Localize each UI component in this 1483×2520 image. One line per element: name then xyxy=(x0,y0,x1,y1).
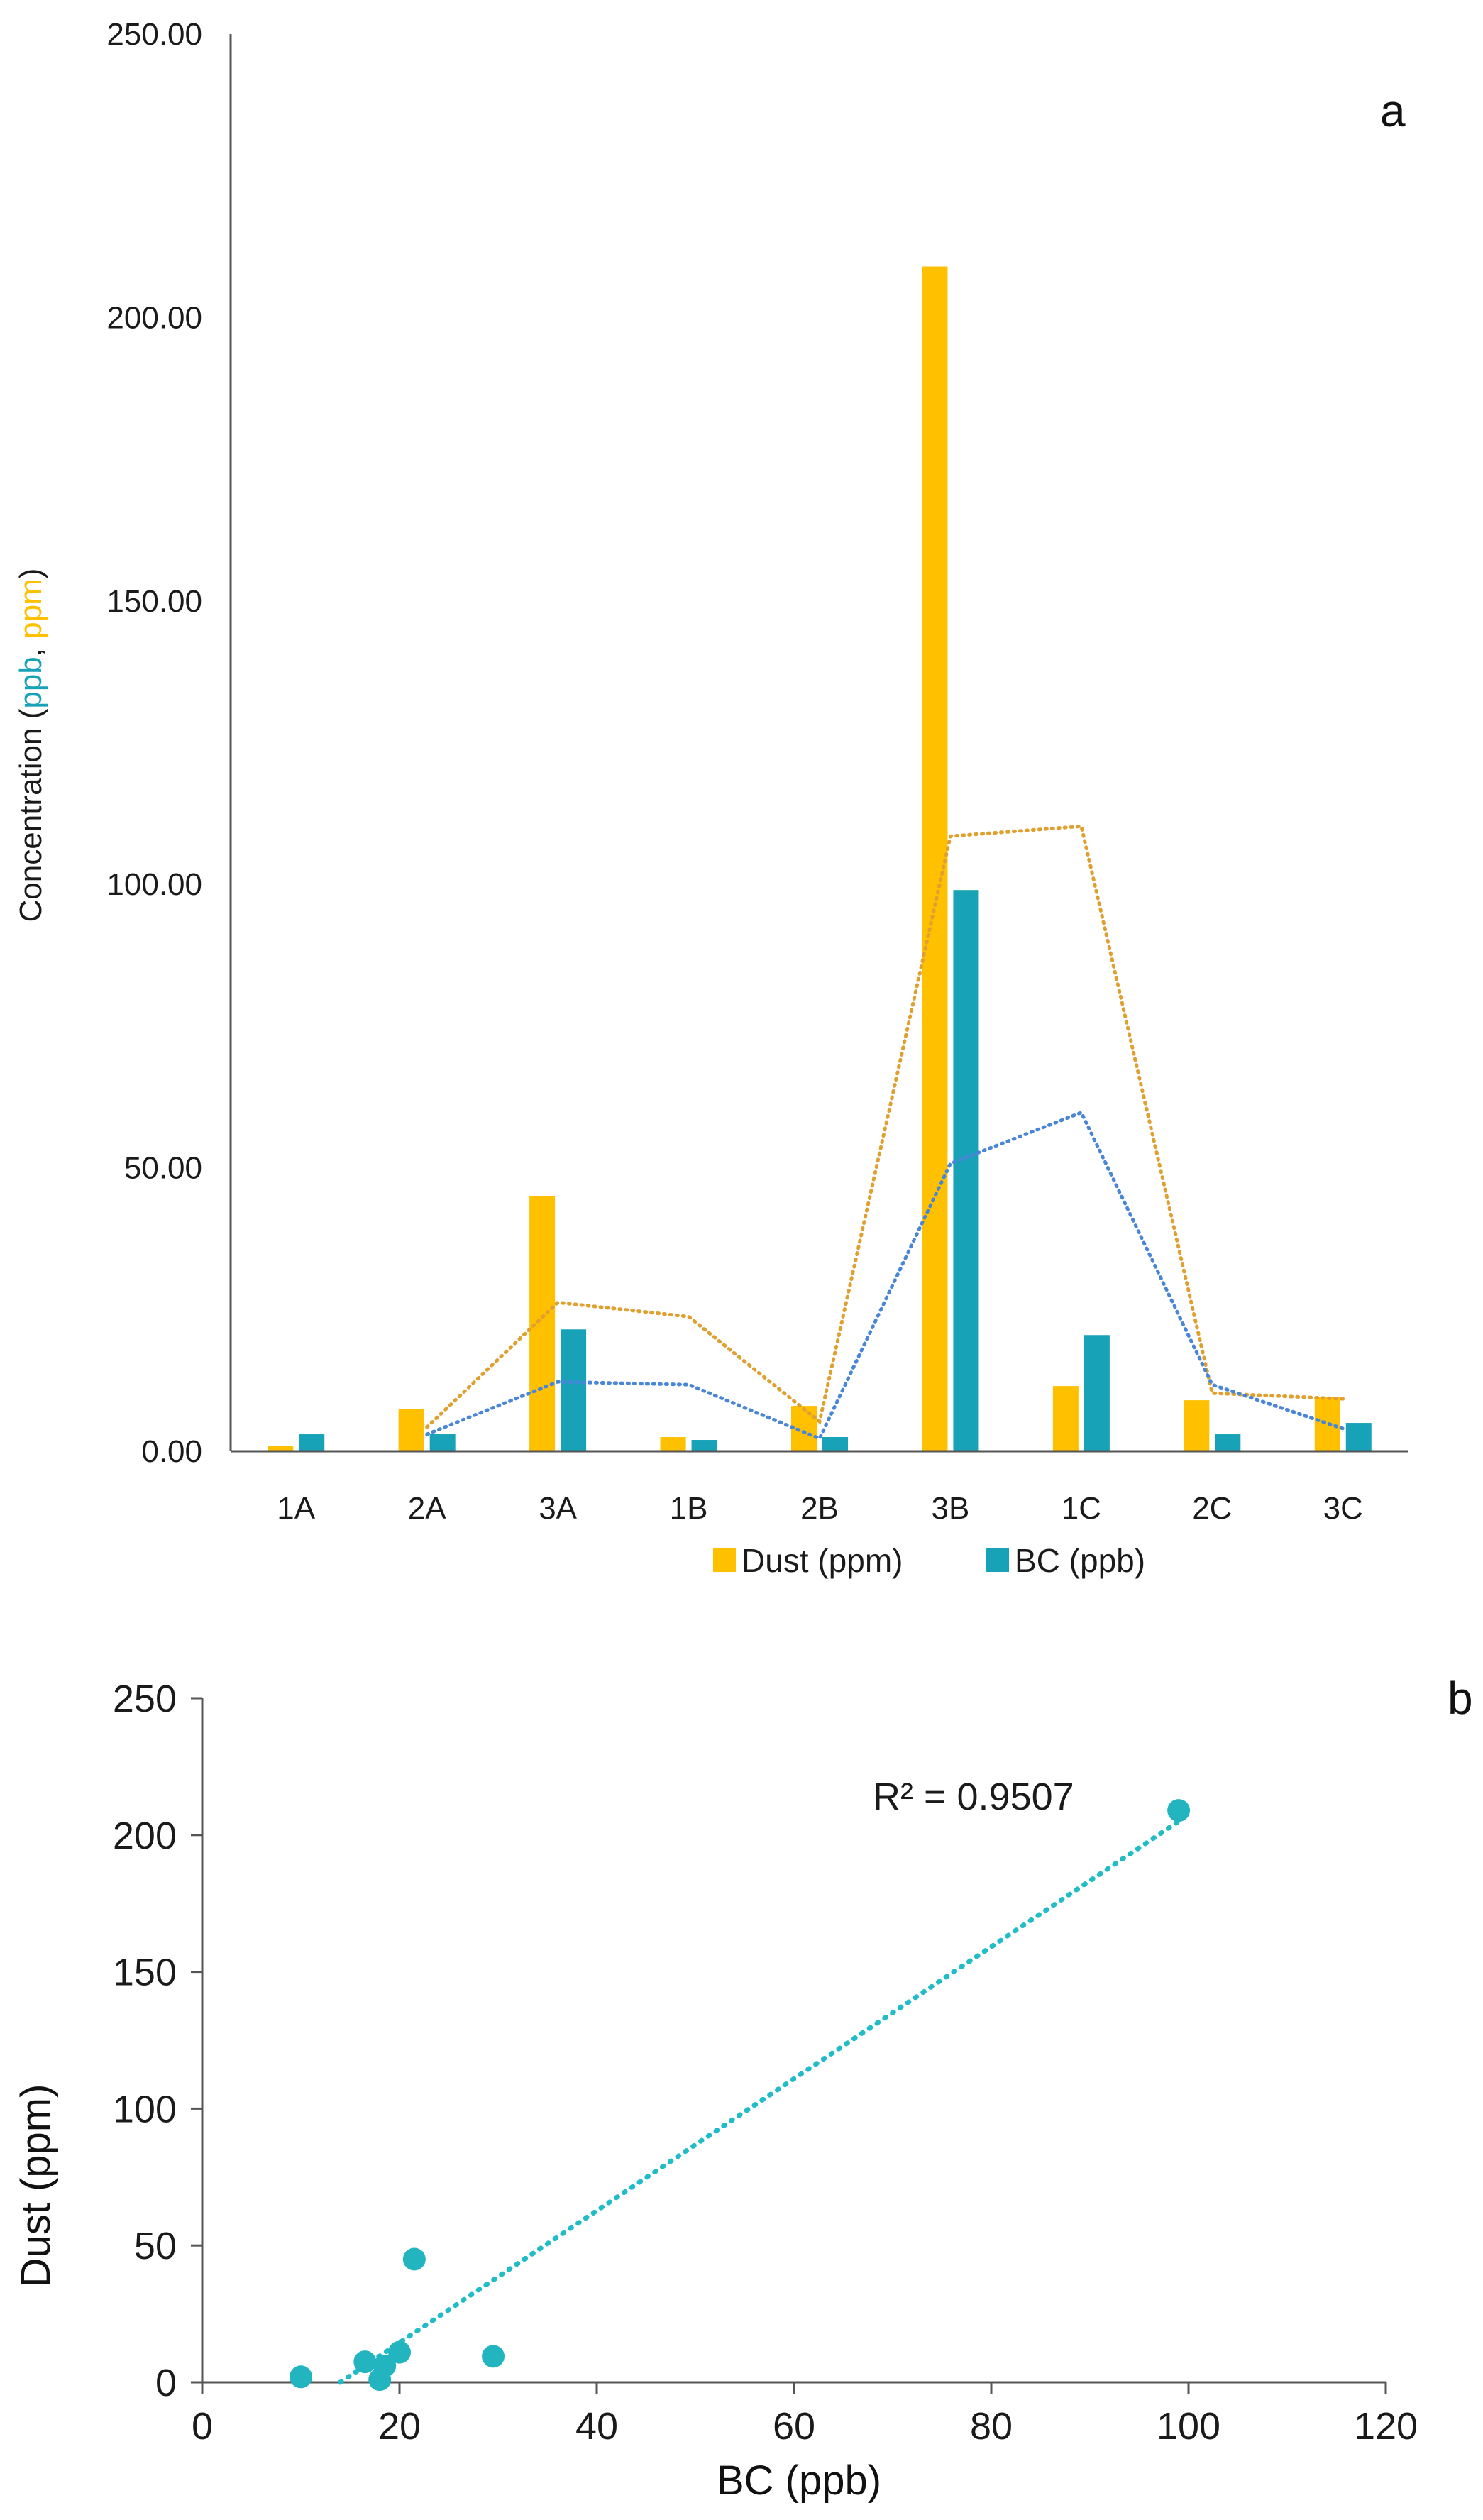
bc-bar xyxy=(1345,1423,1372,1451)
x-tick-label-a: 3C xyxy=(1323,1491,1363,1526)
y-ticks-a: 0.00 50.00 100.00 150.00 200.00 250.00 xyxy=(106,17,202,1469)
y-tick-label-b: 250 xyxy=(113,1678,177,1720)
x-tick-label-a: 2B xyxy=(800,1491,839,1526)
trendline-b xyxy=(338,1819,1181,2385)
y-axis-label-ppb: ppb xyxy=(13,656,48,708)
y-tick-label-b: 50 xyxy=(134,2225,177,2267)
x-tick-label-a: 2A xyxy=(408,1491,446,1526)
legend-swatch-bc xyxy=(986,1548,1009,1572)
y-tick-label-a: 0.00 xyxy=(141,1434,202,1469)
r-squared-annotation: R² = 0.9507 xyxy=(873,1776,1074,1818)
x-tick-label-b: 0 xyxy=(192,2405,213,2448)
x-tick-label-b: 120 xyxy=(1354,2405,1418,2448)
points-b xyxy=(290,1799,1191,2392)
y-axis-label-a: Concentration (ppb, ppm) xyxy=(13,568,48,923)
y-axis-label-b: Dust (ppm) xyxy=(13,2084,59,2288)
chart-a: a Concentration (ppb, ppm) 0.00 50.00 100.… xyxy=(13,17,1408,1579)
scatter-point xyxy=(402,2247,426,2271)
dust-bar xyxy=(660,1437,686,1451)
dust-bar xyxy=(922,266,948,1451)
bc-bar xyxy=(691,1440,717,1451)
y-tick-label-a: 150.00 xyxy=(106,584,202,619)
bars-a xyxy=(268,266,1372,1451)
y-tick-label-a: 200.00 xyxy=(106,300,202,335)
dust-bar xyxy=(1052,1386,1079,1451)
y-tick-label-b: 100 xyxy=(113,2088,177,2130)
y-tick-label-a: 250.00 xyxy=(106,17,202,52)
x-tick-label-a: 1C xyxy=(1062,1491,1101,1526)
y-tick-label-b: 150 xyxy=(113,1952,177,1994)
dust-bar xyxy=(398,1409,424,1451)
bc-moving-average-line xyxy=(425,1110,1345,1441)
scatter-point xyxy=(290,2365,312,2389)
x-ticks-b: 0 20 40 60 80 100 120 xyxy=(192,2382,1418,2448)
axes-a xyxy=(229,34,1408,1453)
bc-bar xyxy=(953,890,979,1451)
y-ticks-b: 0 50 100 150 200 250 xyxy=(113,1678,202,2404)
dust-bar xyxy=(1184,1400,1210,1451)
bc-bar xyxy=(429,1434,456,1451)
x-axis-label-b: BC (ppb) xyxy=(717,2458,881,2504)
y-tick-label-a: 50.00 xyxy=(124,1151,202,1186)
dust-bar xyxy=(268,1446,294,1451)
scatter-point xyxy=(1167,1799,1191,1822)
scatter-point xyxy=(373,2354,397,2377)
x-tick-label-b: 80 xyxy=(970,2405,1013,2448)
y-tick-label-b: 200 xyxy=(113,1815,177,1857)
x-tick-label-a: 1A xyxy=(277,1491,315,1526)
dust-moving-average-line xyxy=(425,824,1345,1429)
legend-swatch-dust xyxy=(713,1548,736,1572)
legend-label-dust: Dust (ppm) xyxy=(742,1542,903,1579)
chart-b: b Dust (ppm) BC (ppb) 0 50 100 150 200 250 0 2… xyxy=(13,1673,1473,2504)
dust-bar xyxy=(791,1406,817,1451)
bc-bar xyxy=(561,1329,587,1451)
x-tick-label-a: 1B xyxy=(670,1491,708,1526)
scatter-point xyxy=(388,2340,411,2364)
x-tick-label-b: 60 xyxy=(773,2405,815,2448)
legend-label-bc: BC (ppb) xyxy=(1015,1542,1145,1579)
x-ticks-a: 1A 2A 3A 1B 2B 3B 1C 2C 3C xyxy=(277,1491,1363,1526)
panel-label-a: a xyxy=(1380,85,1406,136)
x-tick-label-a: 2C xyxy=(1192,1491,1232,1526)
scatter-point xyxy=(353,2350,377,2374)
x-tick-label-b: 40 xyxy=(575,2405,618,2448)
trendlines-a xyxy=(425,824,1345,1441)
x-tick-label-b: 100 xyxy=(1157,2405,1220,2448)
bc-bar xyxy=(1084,1335,1110,1451)
y-tick-label-b: 0 xyxy=(155,2362,177,2404)
bc-bar xyxy=(1215,1434,1241,1451)
bc-bar xyxy=(822,1437,848,1451)
legend-a: Dust (ppm) BC (ppb) xyxy=(713,1542,1145,1579)
x-tick-label-a: 3B xyxy=(932,1491,970,1526)
x-tick-label-b: 20 xyxy=(378,2405,421,2448)
scatter-point xyxy=(482,2345,505,2368)
x-tick-label-a: 3A xyxy=(539,1491,577,1526)
bc-bar xyxy=(299,1434,325,1451)
linear-trendline xyxy=(338,1819,1181,2385)
y-axis-label-ppm: ppm xyxy=(13,578,48,639)
panel-label-b: b xyxy=(1448,1673,1473,1724)
axes-b xyxy=(201,1698,1386,2384)
y-tick-label-a: 100.00 xyxy=(106,867,202,902)
